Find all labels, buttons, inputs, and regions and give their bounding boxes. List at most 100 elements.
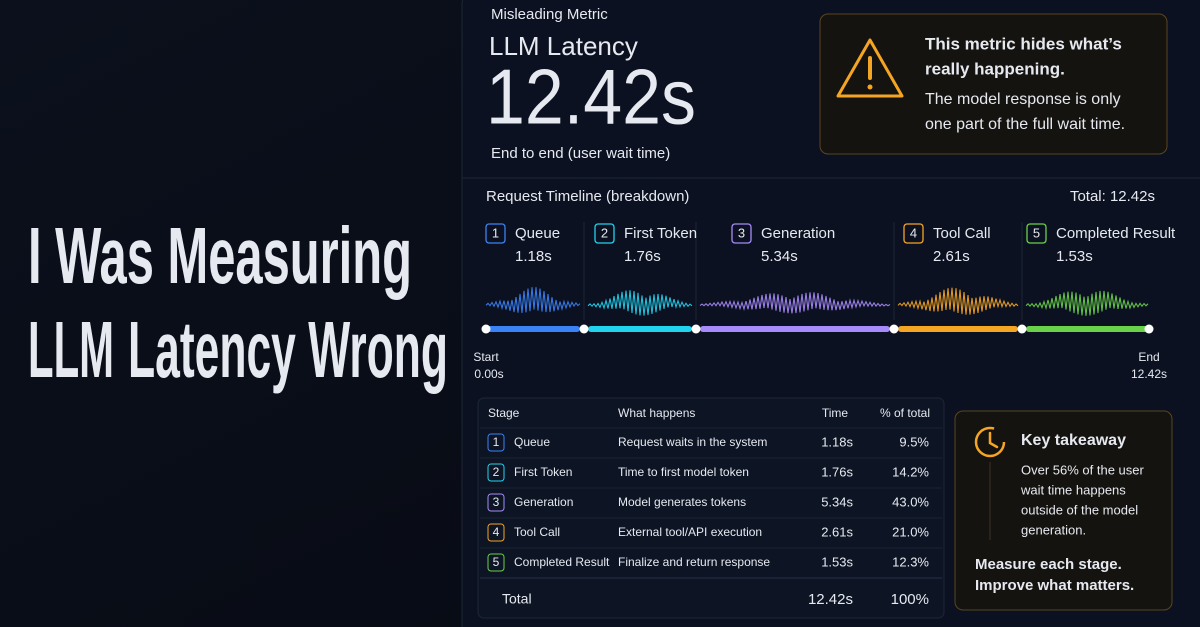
row-badge <box>487 433 505 452</box>
stage-badge <box>594 223 615 244</box>
metric-title: LLM Latency <box>489 31 638 61</box>
stage-time: 1.53s <box>1056 248 1093 265</box>
stage-number: 4 <box>910 225 917 240</box>
takeaway-box <box>954 410 1173 611</box>
metric-label: Misleading Metric <box>491 6 608 23</box>
takeaway-body: Over 56% of the user <box>1021 462 1145 477</box>
timeline-total: Total: 12.42s <box>1070 188 1155 205</box>
row-description: External tool/API execution <box>618 525 762 539</box>
timeline-segment <box>1026 326 1148 332</box>
table <box>477 397 945 619</box>
row-number: 5 <box>493 555 500 569</box>
timeline-node <box>579 324 589 334</box>
timeline-node <box>481 324 491 334</box>
headline: LLM <box>28 305 114 394</box>
row-number: 1 <box>493 435 500 449</box>
warning-icon <box>867 84 873 90</box>
row-badge <box>487 463 505 482</box>
row-description: Finalize and return response <box>618 555 770 569</box>
timeline-node <box>691 324 701 334</box>
stage-number: 2 <box>601 225 608 240</box>
stage-name: Generation <box>761 225 835 242</box>
table-body: Stage What happens Time % of total 1 Queue Req… <box>480 406 942 608</box>
stage-number: 1 <box>492 225 499 240</box>
warning-icon <box>836 38 904 98</box>
total-time: 12.42s <box>808 591 853 608</box>
start-label: Start <box>473 350 499 364</box>
stage-badge <box>903 223 924 244</box>
takeaway-cta: Improve what matters. <box>975 577 1134 594</box>
timeline-segment <box>486 326 580 332</box>
row-stage: Generation <box>514 495 573 509</box>
stage-time: 5.34s <box>761 248 798 265</box>
row-badge <box>487 523 505 542</box>
timeline-segment <box>700 326 890 332</box>
warning-body: The model response is only <box>925 91 1121 108</box>
column-header: Stage <box>488 406 520 420</box>
timeline-title: Request Timeline (breakdown) <box>486 188 689 205</box>
takeaway-text: Over 56% of the user wait time happens out… <box>975 462 1145 594</box>
timeline-node <box>889 324 899 334</box>
waveform <box>587 290 693 316</box>
waveform <box>1025 290 1149 316</box>
takeaway-title: Key takeaway <box>1021 432 1126 449</box>
total-percent: 100% <box>891 591 929 608</box>
row-time: 1.18s <box>821 434 853 449</box>
column-header: % of total <box>880 406 930 420</box>
metric-caption: End to end (user wait time) <box>491 145 670 162</box>
row-number: 2 <box>493 465 500 479</box>
warning-body: one part of the full wait time. <box>925 116 1125 133</box>
row-stage: Queue <box>514 435 550 449</box>
timeline-node <box>1017 324 1027 334</box>
metric-value: 12.42s <box>486 53 696 141</box>
takeaway-body: wait time happens <box>1020 482 1126 497</box>
row-stage: Completed Result <box>514 555 610 569</box>
column-header: What happens <box>618 406 695 420</box>
headline-accent: Latency Wrong <box>128 305 448 394</box>
takeaway-body: generation. <box>1021 522 1086 537</box>
stage-number: 5 <box>1033 225 1040 240</box>
timeline-node <box>1144 324 1154 334</box>
row-percent: 9.5% <box>899 434 929 449</box>
timeline: 1 Queue 1.18s 2 First Token 1.76s 3 Generation 5… <box>481 222 1176 334</box>
row-description: Model generates tokens <box>618 495 746 509</box>
timeline-segment <box>588 326 692 332</box>
takeaway-cta: Measure each stage. <box>975 556 1122 573</box>
row-percent: 14.2% <box>892 464 929 479</box>
total-label: Total <box>502 591 532 607</box>
clock-icon <box>974 426 1006 458</box>
row-badge <box>487 553 505 572</box>
stage-badge <box>1026 223 1047 244</box>
stage-name: First Token <box>624 225 697 242</box>
stage-time: 1.18s <box>515 248 552 265</box>
headline: I Was Measuring <box>28 211 412 300</box>
warning-box <box>819 13 1168 155</box>
row-number: 4 <box>493 525 500 539</box>
row-time: 5.34s <box>821 494 853 509</box>
row-stage: First Token <box>514 465 572 479</box>
end-label: End <box>1138 350 1159 364</box>
warning-title: really happening. <box>925 59 1065 78</box>
waveform <box>485 287 581 313</box>
takeaway-body: outside of the model <box>1021 502 1138 517</box>
warning-text: This metric hides what’s really happening… <box>925 34 1125 133</box>
start-value: 0.00s <box>474 367 503 381</box>
stage-name: Tool Call <box>933 225 991 242</box>
row-percent: 43.0% <box>892 494 929 509</box>
stage-name: Queue <box>515 225 560 242</box>
column-header: Time <box>822 406 849 420</box>
waveform <box>897 287 1019 315</box>
clock-icon <box>988 431 999 449</box>
row-percent: 12.3% <box>892 554 929 569</box>
row-stage: Tool Call <box>514 525 560 539</box>
timeline-segment <box>898 326 1018 332</box>
row-description: Request waits in the system <box>618 435 767 449</box>
stage-badge <box>485 223 506 244</box>
row-percent: 21.0% <box>892 524 929 539</box>
stage-number: 3 <box>738 225 745 240</box>
row-time: 1.53s <box>821 554 853 569</box>
row-badge <box>487 493 505 512</box>
stage-badge <box>731 223 752 244</box>
row-description: Time to first model token <box>618 465 749 479</box>
